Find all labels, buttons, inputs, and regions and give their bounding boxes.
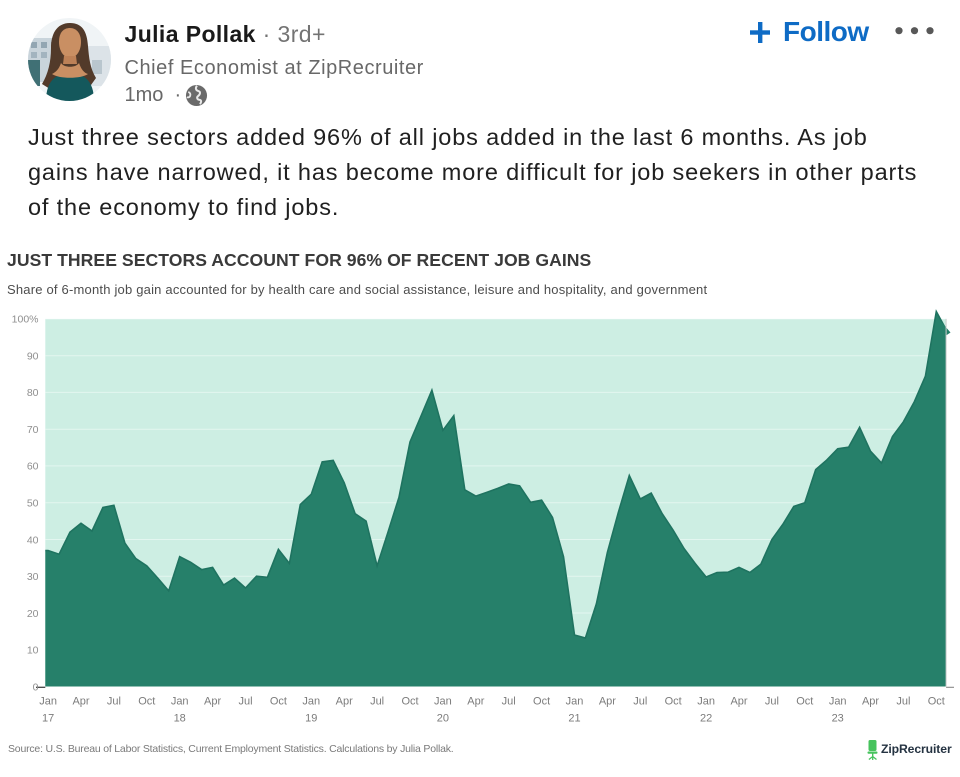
svg-text:23: 23 — [832, 713, 844, 725]
svg-text:Oct: Oct — [665, 696, 682, 708]
svg-text:19: 19 — [305, 713, 317, 725]
svg-text:Jul: Jul — [238, 696, 252, 708]
svg-text:18: 18 — [174, 713, 186, 725]
svg-text:Jan: Jan — [697, 696, 715, 708]
svg-text:Jul: Jul — [896, 696, 910, 708]
svg-text:20: 20 — [27, 608, 39, 620]
svg-text:Apr: Apr — [336, 696, 353, 708]
svg-text:100%: 100% — [12, 314, 39, 326]
svg-text:Apr: Apr — [467, 696, 484, 708]
svg-text:Jan: Jan — [39, 696, 57, 708]
svg-text:90: 90 — [27, 351, 39, 363]
svg-text:Jan: Jan — [302, 696, 320, 708]
svg-text:Jan: Jan — [171, 696, 189, 708]
svg-text:80: 80 — [27, 387, 39, 399]
svg-text:Oct: Oct — [401, 696, 418, 708]
svg-text:Oct: Oct — [796, 696, 813, 708]
svg-text:Jan: Jan — [829, 696, 847, 708]
svg-text:Jul: Jul — [502, 696, 516, 708]
svg-text:30: 30 — [27, 571, 39, 583]
svg-text:50: 50 — [27, 498, 39, 510]
svg-text:0: 0 — [33, 681, 39, 693]
svg-text:Jul: Jul — [107, 696, 121, 708]
svg-text:20: 20 — [437, 713, 449, 725]
svg-text:Oct: Oct — [270, 696, 287, 708]
svg-text:22: 22 — [700, 713, 712, 725]
svg-text:60: 60 — [27, 461, 39, 473]
svg-text:Jan: Jan — [566, 696, 584, 708]
svg-text:Apr: Apr — [730, 696, 747, 708]
svg-text:Apr: Apr — [862, 696, 879, 708]
svg-text:Jan: Jan — [434, 696, 452, 708]
svg-text:10: 10 — [27, 645, 39, 657]
svg-text:70: 70 — [27, 424, 39, 436]
svg-text:Oct: Oct — [533, 696, 550, 708]
svg-text:40: 40 — [27, 534, 39, 546]
svg-text:Oct: Oct — [928, 696, 945, 708]
svg-text:Apr: Apr — [599, 696, 616, 708]
svg-text:Jul: Jul — [370, 696, 384, 708]
svg-text:Jul: Jul — [633, 696, 647, 708]
svg-text:17: 17 — [42, 713, 54, 725]
svg-text:21: 21 — [568, 713, 580, 725]
svg-text:Jul: Jul — [765, 696, 779, 708]
svg-text:Apr: Apr — [72, 696, 89, 708]
svg-text:Oct: Oct — [138, 696, 155, 708]
svg-text:Apr: Apr — [204, 696, 221, 708]
